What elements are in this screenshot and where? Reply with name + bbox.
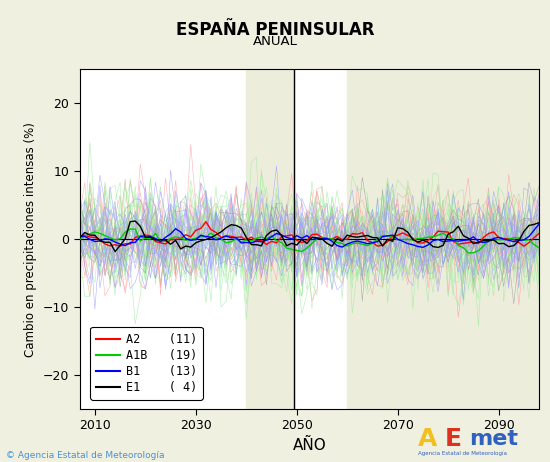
Legend: A2    (11), A1B   (19), B1    (13), E1    ( 4): A2 (11), A1B (19), B1 (13), E1 ( 4) <box>90 327 203 400</box>
Text: ESPAÑA PENINSULAR: ESPAÑA PENINSULAR <box>176 21 374 39</box>
Text: © Agencia Estatal de Meteorología: © Agencia Estatal de Meteorología <box>6 451 164 460</box>
Text: E: E <box>444 427 461 451</box>
Text: met: met <box>469 429 518 449</box>
Bar <box>246 69 294 409</box>
Bar <box>347 69 539 409</box>
Y-axis label: Cambio en precipitaciones intensas (%): Cambio en precipitaciones intensas (%) <box>24 122 37 357</box>
Text: ANUAL: ANUAL <box>252 35 298 48</box>
Text: A: A <box>418 427 437 451</box>
X-axis label: AÑO: AÑO <box>293 438 326 453</box>
Text: Agencia Estatal de Meteorología: Agencia Estatal de Meteorología <box>418 450 507 456</box>
